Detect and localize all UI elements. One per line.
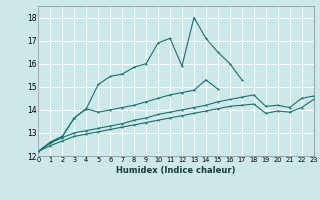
X-axis label: Humidex (Indice chaleur): Humidex (Indice chaleur) [116, 166, 236, 175]
